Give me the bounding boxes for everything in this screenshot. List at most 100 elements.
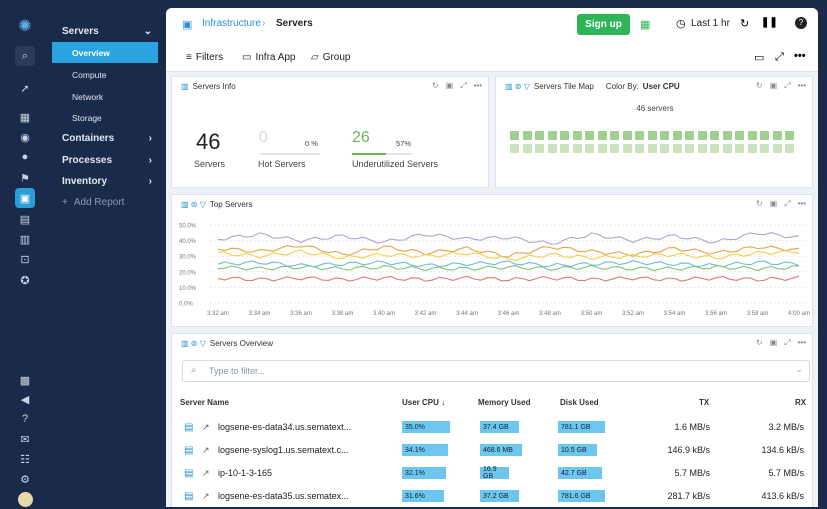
sign-up-button[interactable]: Sign up — [577, 14, 630, 35]
more-icon[interactable]: ••• — [794, 50, 806, 62]
server-tile[interactable] — [622, 144, 632, 153]
server-tile[interactable] — [635, 131, 644, 140]
expand-icon[interactable]: ⤢ — [460, 81, 467, 90]
octopus-logo-icon[interactable]: ✺ — [18, 18, 32, 35]
server-tile[interactable] — [647, 131, 657, 140]
chevron-down-icon[interactable]: ⌄ — [795, 364, 803, 374]
server-tile[interactable] — [622, 131, 632, 140]
server-tile[interactable] — [547, 131, 557, 140]
more-icon[interactable]: ••• — [473, 81, 482, 90]
export-icon[interactable]: ▣ — [445, 81, 454, 90]
help-icon[interactable]: ? — [21, 413, 29, 425]
server-tile[interactable] — [635, 144, 644, 153]
avatar[interactable] — [15, 489, 35, 509]
server-tile[interactable] — [710, 131, 719, 140]
more-icon[interactable]: ••• — [797, 81, 806, 90]
server-tile[interactable] — [535, 131, 544, 140]
server-tile[interactable] — [685, 131, 694, 140]
server-tile[interactable] — [572, 144, 582, 153]
server-tile[interactable] — [510, 131, 519, 140]
col-memory-used[interactable]: Memory Used — [478, 398, 531, 407]
nav-network[interactable]: Network — [72, 91, 104, 102]
server-tile[interactable] — [547, 144, 557, 153]
server-tile[interactable] — [572, 131, 582, 140]
logs-icon[interactable]: ◉ — [20, 131, 30, 144]
team-icon[interactable]: ☷ — [20, 453, 30, 466]
more-icon[interactable]: ••• — [797, 199, 806, 208]
breadcrumb-infrastructure[interactable]: Infrastructure — [202, 18, 261, 29]
server-tile[interactable] — [772, 131, 782, 140]
server-tile[interactable] — [747, 144, 757, 153]
server-tile[interactable] — [735, 131, 744, 140]
server-tile[interactable] — [522, 131, 532, 140]
server-tile[interactable] — [685, 144, 694, 153]
server-tile[interactable] — [660, 131, 669, 140]
scan-icon[interactable]: ⊡ — [20, 253, 30, 266]
refresh-icon[interactable]: ↻ — [755, 81, 763, 90]
refresh-icon[interactable]: ↻ — [755, 199, 763, 208]
table-row[interactable]: ▤ ↗ logsene-es-data35.us.sematex... 31.6% 37… — [172, 487, 818, 507]
refresh-icon[interactable]: ↻ — [431, 81, 439, 90]
refresh-icon[interactable]: ↻ — [755, 338, 763, 347]
server-tile[interactable] — [610, 144, 619, 153]
nav-servers[interactable]: Servers ⌄ — [54, 22, 158, 40]
add-report-button[interactable]: + Add Report — [54, 193, 158, 211]
server-tile[interactable] — [760, 131, 769, 140]
server-tile[interactable] — [672, 131, 682, 140]
nav-compute[interactable]: Compute — [72, 69, 107, 80]
apps-grid-icon[interactable]: ▦ — [19, 111, 31, 124]
nav-processes[interactable]: Processes › — [54, 151, 158, 169]
col-rx[interactable]: RX — [795, 398, 807, 407]
expand-icon[interactable]: ⤢ — [784, 338, 791, 347]
table-row[interactable]: ▤ ↗ logsene-es-data34.us.sematext... 35.0% 3… — [172, 418, 818, 440]
search-icon[interactable]: ⌕ — [15, 46, 35, 66]
col-disk-used[interactable]: Disk Used — [560, 398, 599, 407]
col-server-name[interactable]: Server Name — [180, 398, 229, 407]
col-tx[interactable]: TX — [699, 398, 710, 407]
pause-icon[interactable]: ❚❚ — [761, 17, 778, 28]
export-icon[interactable]: ▣ — [769, 338, 778, 347]
server-tile[interactable] — [585, 144, 594, 153]
server-tile[interactable] — [535, 144, 544, 153]
group-button[interactable]: ▱ Group — [311, 52, 351, 63]
integrations-icon[interactable]: ✪ — [20, 274, 30, 287]
nav-storage[interactable]: Storage — [72, 112, 102, 123]
col-user-cpu[interactable]: User CPU ↓ — [402, 398, 446, 407]
filters-button[interactable]: ≡ Filters — [186, 52, 223, 63]
server-tile[interactable] — [697, 144, 707, 153]
refresh-icon[interactable]: ↻ — [740, 18, 750, 30]
server-tile[interactable] — [597, 144, 607, 153]
more-icon[interactable]: ••• — [797, 338, 806, 347]
server-tile[interactable] — [697, 131, 707, 140]
export-icon[interactable]: ▣ — [769, 81, 778, 90]
alert-icon[interactable]: ● — [21, 151, 29, 163]
color-by-value[interactable]: User CPU — [642, 82, 680, 91]
export-icon[interactable]: ▣ — [769, 199, 778, 208]
nav-overview[interactable]: Overview — [52, 42, 158, 63]
server-tile[interactable] — [772, 144, 782, 153]
expand-icon[interactable]: ⤢ — [784, 81, 791, 90]
server-tile[interactable] — [560, 144, 569, 153]
megaphone-icon[interactable]: ◀ — [20, 393, 30, 406]
flag-icon[interactable]: ⚑ — [20, 172, 30, 185]
table-row[interactable]: ▤ ↗ logsene-syslog1.us.sematext.c... 34.1% 4… — [172, 441, 818, 463]
filter-input[interactable]: ⌕ Type to filter... ⌄ — [182, 360, 810, 382]
server-tile[interactable] — [585, 131, 594, 140]
server-tile[interactable] — [672, 144, 682, 153]
apps-grid-icon[interactable]: ▦ — [640, 19, 651, 31]
nav-containers[interactable]: Containers › — [54, 129, 158, 147]
rocket-icon[interactable]: ➚ — [20, 82, 30, 95]
fullscreen-icon[interactable]: ⤢ — [775, 51, 784, 63]
mail-icon[interactable]: ✉ — [20, 433, 30, 446]
monitor-icon[interactable]: ▭ — [754, 52, 765, 64]
expand-icon[interactable]: ⤢ — [784, 199, 791, 208]
settings-icon[interactable]: ⚙ — [20, 473, 30, 486]
table-row[interactable]: ▤ ↗ ip-10-1-3-165 32.1% 16.9 GB 42.7 GB 5.7 MB… — [172, 464, 818, 486]
server-tile[interactable] — [760, 144, 769, 153]
server-tile[interactable] — [747, 131, 757, 140]
server-tile[interactable] — [560, 131, 569, 140]
server-tile[interactable] — [785, 144, 794, 153]
server-tile[interactable] — [510, 144, 519, 153]
gift-icon[interactable]: ▩ — [19, 374, 31, 387]
server-tile[interactable] — [597, 131, 607, 140]
